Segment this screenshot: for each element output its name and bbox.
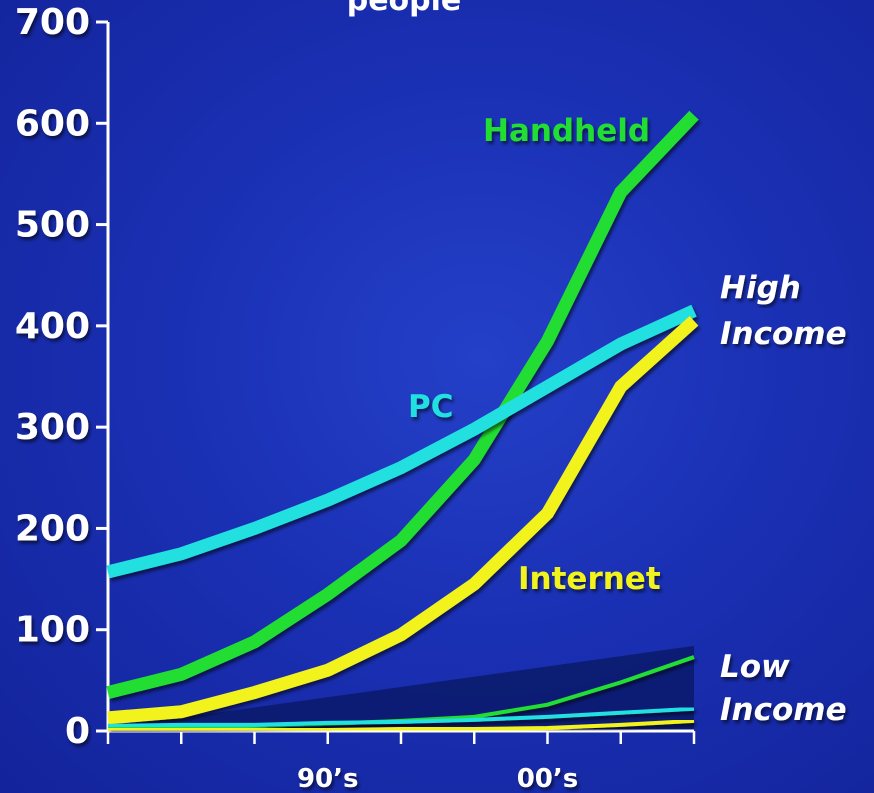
labels-layer: Handheld PC Internet High Income Low Income <box>408 113 847 728</box>
group-label-high-income-line1: High <box>720 270 801 306</box>
y-tick-label: 300 <box>15 407 90 448</box>
series-label-internet: Internet <box>518 561 661 597</box>
y-tick-label: 600 <box>15 103 90 144</box>
group-label-low-income-line2: Income <box>720 692 847 728</box>
series-layer <box>106 110 699 732</box>
low-income-band-layer <box>108 645 694 731</box>
y-tick-label: 200 <box>15 508 90 549</box>
group-label-low-income-line1: Low <box>720 649 790 685</box>
pc-high-income-line <box>106 304 697 579</box>
low-income-band <box>108 645 694 731</box>
y-tick-label: 400 <box>15 306 90 347</box>
series-low-income-line <box>108 718 695 732</box>
x-category-label: 90’s <box>297 764 359 793</box>
y-tick-label: 100 <box>15 610 90 651</box>
handheld-high-income-line <box>106 110 699 699</box>
chart-title: people <box>347 0 462 18</box>
series-label-pc: PC <box>408 389 453 425</box>
y-tick-label: 700 <box>15 2 90 43</box>
series-low-income-line <box>107 706 695 728</box>
series-label-handheld: Handheld <box>483 113 650 149</box>
x-category-label: 00’s <box>517 764 579 793</box>
y-tick-label: 0 <box>65 711 90 752</box>
y-tick-label: 500 <box>15 205 90 246</box>
axes: 0 100 200 300 400 500 600 700 90’s 00’s <box>15 2 696 793</box>
internet-high-income-line <box>107 315 699 725</box>
group-label-high-income-line2: Income <box>720 316 847 352</box>
